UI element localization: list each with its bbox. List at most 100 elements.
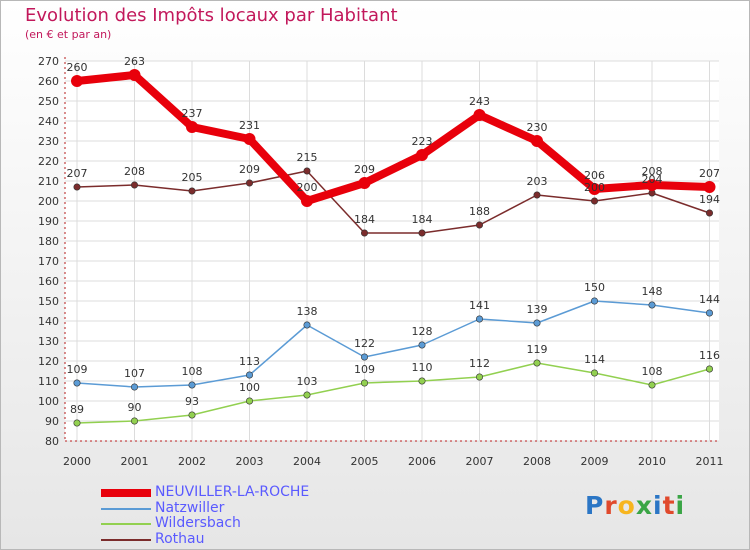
data-label: 112 bbox=[469, 357, 490, 370]
data-point bbox=[188, 187, 196, 195]
data-point bbox=[246, 371, 254, 379]
data-label: 107 bbox=[124, 367, 145, 380]
x-tick-label: 2001 bbox=[121, 455, 149, 468]
x-tick-label: 2005 bbox=[351, 455, 379, 468]
logo-letter: P bbox=[585, 491, 605, 520]
logo-letter: x bbox=[635, 491, 653, 520]
y-tick-label: 190 bbox=[38, 215, 59, 228]
data-label: 116 bbox=[699, 349, 720, 362]
logo-letter: i bbox=[653, 491, 663, 520]
data-label: 184 bbox=[354, 213, 375, 226]
data-label: 237 bbox=[182, 107, 203, 120]
data-label: 215 bbox=[297, 151, 318, 164]
y-tick-label: 240 bbox=[38, 115, 59, 128]
data-label: 206 bbox=[584, 169, 605, 182]
series-line bbox=[76, 362, 711, 424]
y-tick-label: 270 bbox=[38, 55, 59, 68]
data-label: 100 bbox=[239, 381, 260, 394]
data-point bbox=[360, 353, 368, 361]
data-point bbox=[590, 369, 598, 377]
data-label: 205 bbox=[182, 171, 203, 184]
series-line bbox=[73, 71, 714, 205]
data-label: 128 bbox=[412, 325, 433, 338]
data-label: 230 bbox=[527, 121, 548, 134]
legend-label: Wildersbach bbox=[155, 515, 241, 531]
data-label: 139 bbox=[527, 303, 548, 316]
y-tick-label: 180 bbox=[38, 235, 59, 248]
data-point bbox=[128, 69, 141, 81]
data-point bbox=[648, 301, 656, 309]
data-label: 188 bbox=[469, 205, 490, 218]
series-line bbox=[76, 170, 711, 234]
x-tick-label: 2011 bbox=[696, 455, 724, 468]
y-tick-label: 120 bbox=[38, 355, 59, 368]
data-point bbox=[648, 381, 656, 389]
proxiti-logo: Proxiti bbox=[585, 491, 685, 520]
data-label: 144 bbox=[699, 293, 720, 306]
data-point bbox=[418, 341, 426, 349]
data-label: 200 bbox=[584, 181, 605, 194]
data-label: 141 bbox=[469, 299, 490, 312]
data-point bbox=[418, 229, 426, 237]
data-label: 207 bbox=[67, 167, 88, 180]
data-label: 108 bbox=[642, 365, 663, 378]
data-point bbox=[646, 179, 658, 191]
x-tick-label: 2004 bbox=[293, 455, 321, 468]
data-label: 243 bbox=[469, 95, 490, 108]
x-tick-label: 2000 bbox=[63, 455, 91, 468]
data-label: 204 bbox=[642, 173, 663, 186]
y-tick-label: 140 bbox=[38, 315, 59, 328]
data-point bbox=[473, 109, 486, 121]
data-point bbox=[360, 229, 368, 237]
data-point bbox=[303, 391, 311, 399]
x-tick-label: 2009 bbox=[581, 455, 609, 468]
legend-item: Wildersbach bbox=[101, 515, 401, 532]
data-label: 223 bbox=[412, 135, 433, 148]
chart-subtitle: (en € et par an) bbox=[25, 28, 112, 41]
x-tick-label: 2002 bbox=[178, 455, 206, 468]
data-label: 90 bbox=[128, 401, 142, 414]
data-point bbox=[71, 75, 83, 87]
x-tick-label: 2008 bbox=[523, 455, 551, 468]
data-point bbox=[590, 297, 598, 305]
legend-swatch bbox=[101, 538, 151, 541]
data-point bbox=[131, 181, 139, 189]
legend-label: NEUVILLER-LA-ROCHE bbox=[155, 484, 310, 500]
data-point bbox=[358, 177, 371, 189]
plot-area bbox=[65, 61, 719, 441]
chart-title: Evolution des Impôts locaux par Habitant bbox=[25, 5, 398, 26]
data-point bbox=[73, 419, 81, 427]
data-point bbox=[703, 181, 716, 193]
data-label: 122 bbox=[354, 337, 375, 350]
data-point bbox=[705, 309, 713, 317]
data-point bbox=[705, 365, 713, 373]
y-tick-label: 220 bbox=[38, 155, 59, 168]
data-point bbox=[188, 411, 196, 419]
y-tick-label: 250 bbox=[38, 95, 59, 108]
data-point bbox=[475, 221, 483, 229]
data-point bbox=[475, 373, 483, 381]
data-point bbox=[360, 379, 368, 387]
data-point bbox=[475, 315, 483, 323]
x-tick-label: 2010 bbox=[638, 455, 666, 468]
data-point bbox=[246, 179, 254, 187]
data-label: 184 bbox=[412, 213, 433, 226]
x-tick-label: 2003 bbox=[236, 455, 264, 468]
data-point bbox=[301, 195, 313, 207]
data-point bbox=[73, 183, 81, 191]
logo-letter: i bbox=[675, 491, 686, 520]
data-label: 150 bbox=[584, 281, 605, 294]
data-label: 203 bbox=[527, 175, 548, 188]
data-point bbox=[131, 417, 139, 425]
logo-letter: r bbox=[604, 491, 618, 520]
data-label: 148 bbox=[642, 285, 663, 298]
data-label: 194 bbox=[699, 193, 720, 206]
y-tick-label: 150 bbox=[38, 295, 59, 308]
data-point bbox=[533, 319, 541, 327]
legend-item: Rothau bbox=[101, 531, 401, 548]
data-label: 109 bbox=[67, 363, 88, 376]
logo-letter: o bbox=[617, 491, 636, 520]
legend-swatch bbox=[101, 523, 151, 525]
